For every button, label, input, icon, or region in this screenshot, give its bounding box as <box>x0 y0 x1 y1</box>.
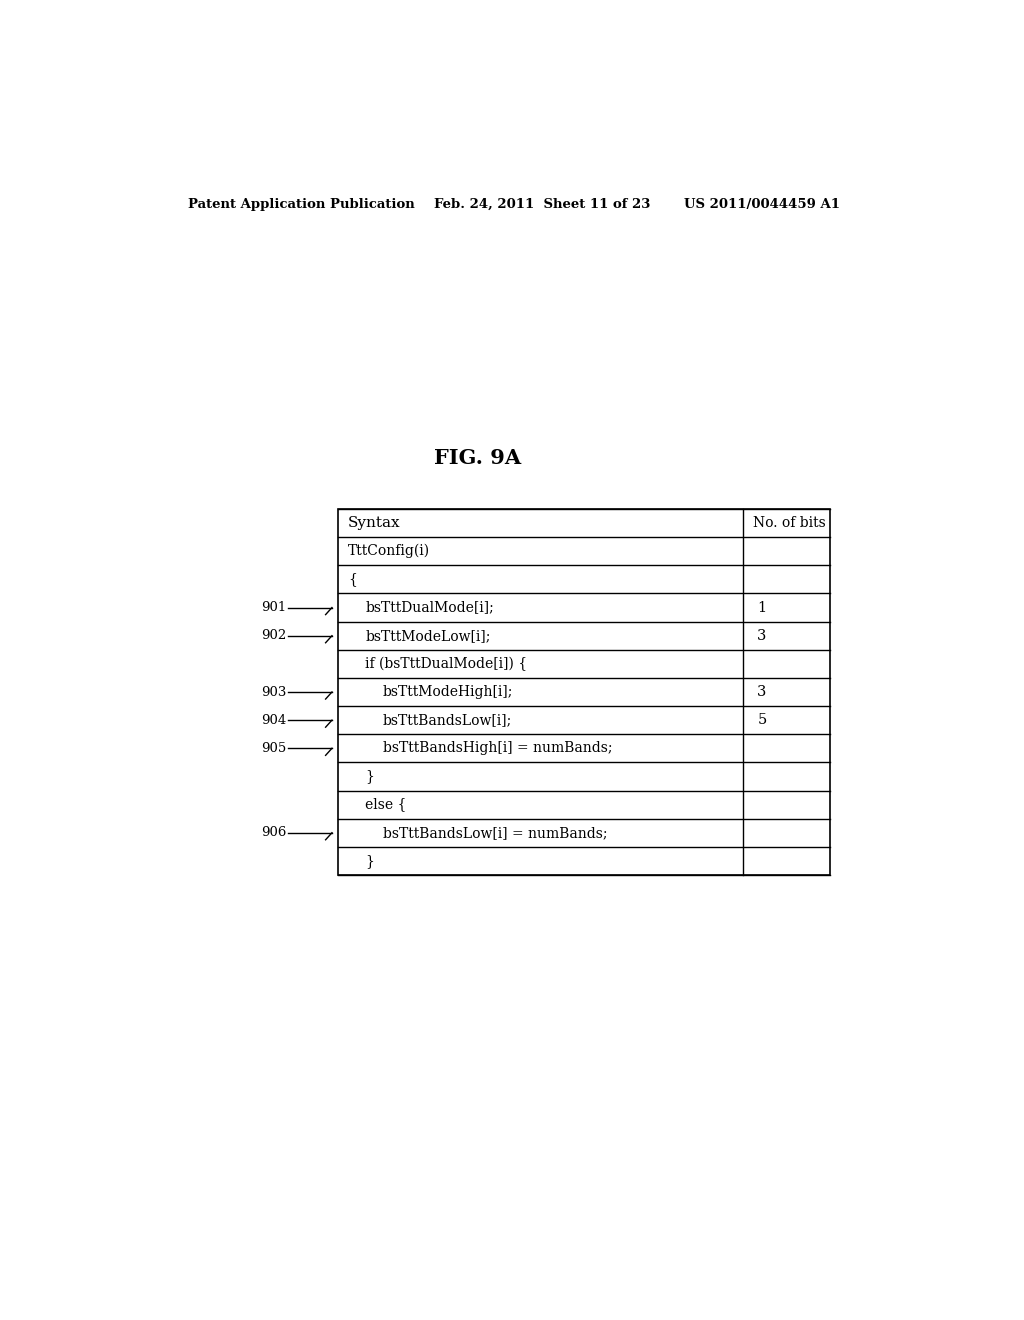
FancyBboxPatch shape <box>338 510 830 875</box>
Text: 904: 904 <box>261 714 287 726</box>
Text: Feb. 24, 2011  Sheet 11 of 23: Feb. 24, 2011 Sheet 11 of 23 <box>433 198 650 211</box>
Text: bsTttModeLow[i];: bsTttModeLow[i]; <box>366 628 490 643</box>
Text: bsTttModeHigh[i];: bsTttModeHigh[i]; <box>383 685 513 700</box>
Text: No. of bits: No. of bits <box>753 516 825 531</box>
Text: 901: 901 <box>261 601 287 614</box>
Text: bsTttBandsLow[i];: bsTttBandsLow[i]; <box>383 713 512 727</box>
Text: 902: 902 <box>261 630 287 643</box>
Text: else {: else { <box>366 797 407 812</box>
Text: 903: 903 <box>261 685 287 698</box>
Text: bsTttDualMode[i];: bsTttDualMode[i]; <box>366 601 494 615</box>
Text: 1: 1 <box>758 601 766 615</box>
Text: Patent Application Publication: Patent Application Publication <box>187 198 415 211</box>
Text: FIG. 9A: FIG. 9A <box>433 449 521 469</box>
Text: 906: 906 <box>261 826 287 840</box>
Text: bsTttBandsLow[i] = numBands;: bsTttBandsLow[i] = numBands; <box>383 826 607 840</box>
Text: TttConfig(i): TttConfig(i) <box>348 544 430 558</box>
Text: 5: 5 <box>758 713 767 727</box>
Text: 3: 3 <box>758 628 767 643</box>
Text: 3: 3 <box>758 685 767 700</box>
Text: US 2011/0044459 A1: US 2011/0044459 A1 <box>684 198 840 211</box>
Text: bsTttBandsHigh[i] = numBands;: bsTttBandsHigh[i] = numBands; <box>383 742 612 755</box>
Text: 905: 905 <box>261 742 287 755</box>
Text: {: { <box>348 573 356 586</box>
Text: }: } <box>366 770 374 784</box>
Text: if (bsTttDualMode[i]) {: if (bsTttDualMode[i]) { <box>366 657 527 671</box>
Text: Syntax: Syntax <box>348 516 400 531</box>
Text: }: } <box>366 854 374 867</box>
